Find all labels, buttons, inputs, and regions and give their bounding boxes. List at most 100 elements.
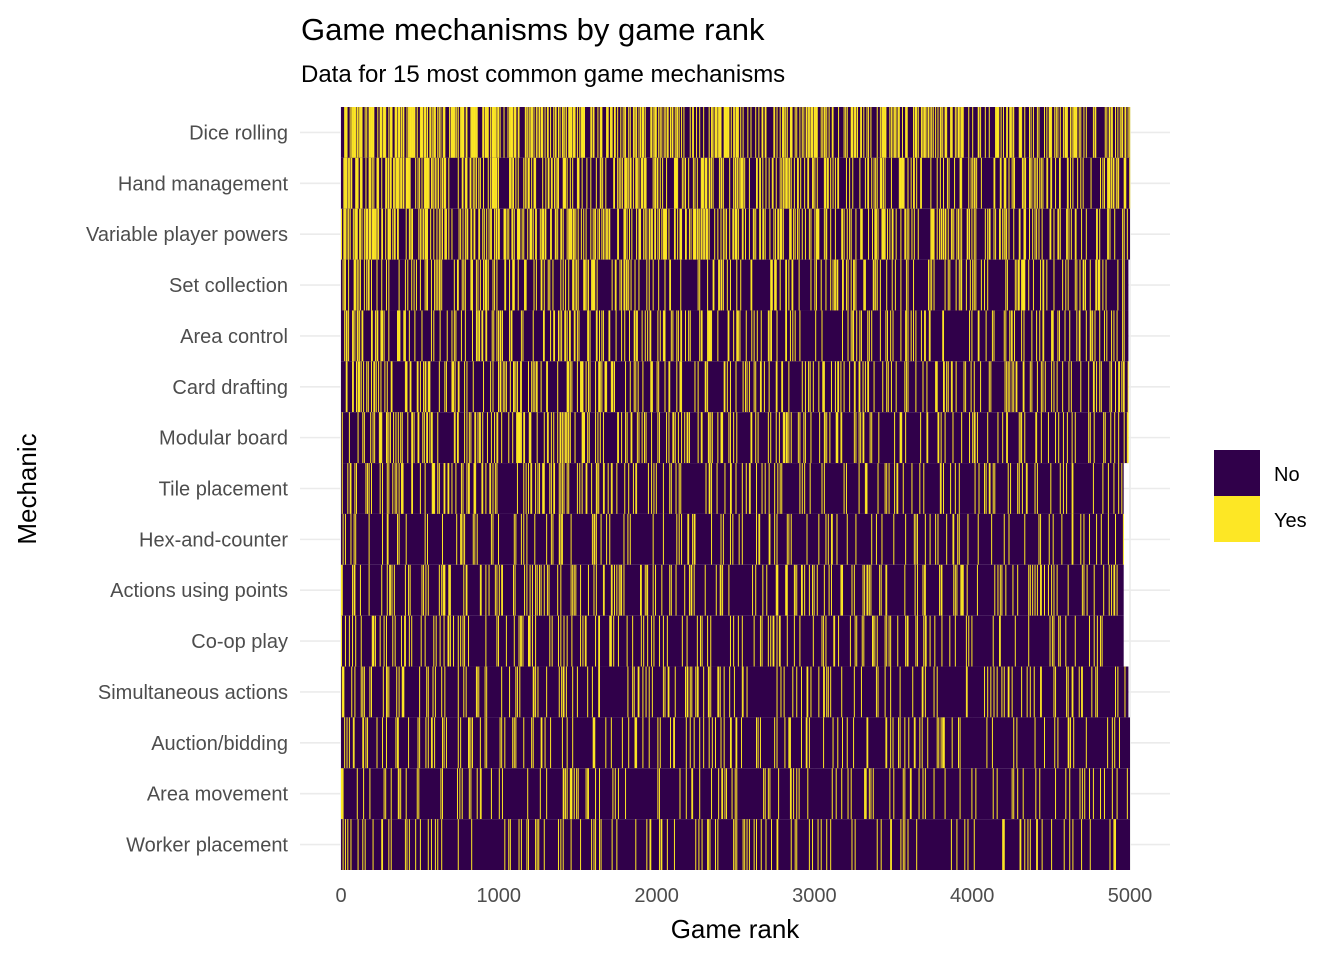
tile-yes: [1054, 107, 1056, 158]
tile-yes: [736, 768, 738, 820]
tile-yes: [580, 107, 582, 158]
tile-yes: [890, 819, 892, 870]
tile-yes: [471, 310, 473, 362]
tile-yes: [816, 157, 818, 209]
tile-yes: [1123, 259, 1125, 311]
tile-yes: [778, 768, 780, 820]
tile-yes: [960, 259, 962, 311]
tile-yes: [872, 259, 874, 311]
tile-yes: [409, 107, 411, 158]
tile-yes: [1013, 157, 1015, 209]
tile-yes: [662, 463, 664, 514]
tile-yes: [1078, 666, 1080, 718]
tile-yes: [677, 412, 679, 464]
tile-yes: [951, 361, 953, 413]
tile-yes: [898, 107, 900, 158]
tile-yes: [544, 717, 546, 769]
tile-yes: [862, 564, 864, 616]
tile-yes: [876, 107, 878, 158]
tile-yes: [812, 157, 814, 209]
tile-yes: [796, 107, 798, 158]
tile-yes: [482, 107, 484, 158]
tile-yes: [610, 717, 612, 769]
tile-yes: [481, 463, 483, 514]
tile-yes: [720, 157, 722, 209]
tile-yes: [485, 107, 487, 158]
tile-yes: [950, 107, 952, 158]
tile-yes: [580, 208, 582, 260]
tile-yes: [823, 208, 825, 260]
tile-yes: [491, 107, 493, 158]
tile-yes: [677, 157, 679, 209]
tile-yes: [809, 463, 811, 514]
tile-yes: [973, 157, 975, 209]
tile-yes: [649, 819, 651, 870]
tile-yes: [905, 361, 907, 413]
tile-yes: [1095, 666, 1097, 718]
tile-yes: [733, 819, 735, 870]
tile-yes: [465, 157, 467, 209]
tile-yes: [699, 208, 701, 260]
tile-yes: [1035, 412, 1037, 464]
tile-yes: [402, 463, 404, 514]
tile-yes: [1082, 259, 1084, 311]
tile-yes: [571, 361, 573, 413]
tile-yes: [826, 412, 828, 464]
tile-yes: [341, 666, 343, 718]
tile-yes: [644, 157, 646, 209]
tile-yes: [943, 310, 945, 362]
tile-yes: [882, 208, 884, 260]
tile-yes: [606, 107, 608, 158]
tile-yes: [537, 463, 539, 514]
tile-yes: [705, 463, 707, 514]
tile-yes: [717, 412, 719, 464]
tile-yes: [820, 259, 822, 311]
tile-yes: [498, 310, 500, 362]
tile-yes: [853, 107, 855, 158]
tile-yes: [735, 157, 737, 209]
tile-yes: [693, 717, 695, 769]
tile-yes: [341, 564, 342, 616]
tile-yes: [606, 208, 608, 260]
tile-yes: [549, 259, 551, 311]
tile-yes: [427, 513, 429, 565]
tile-yes: [462, 513, 464, 565]
tile-yes: [451, 361, 453, 413]
tile-yes: [1009, 361, 1011, 413]
tile-yes: [896, 463, 898, 514]
tile-yes: [423, 361, 425, 413]
tile-yes: [901, 412, 903, 464]
tile-yes: [572, 666, 574, 718]
tile-yes: [385, 768, 387, 820]
tile-yes: [498, 208, 500, 260]
tile-yes: [690, 208, 692, 260]
tile-yes: [860, 310, 862, 362]
tile-yes: [846, 717, 848, 769]
tile-yes: [1011, 768, 1013, 820]
tile-yes: [882, 107, 884, 158]
tile-yes: [515, 157, 517, 209]
tile-yes: [1004, 361, 1006, 413]
tile-yes: [531, 615, 533, 667]
tile-yes: [574, 310, 576, 362]
tile-yes: [937, 412, 939, 464]
tile-yes: [1127, 107, 1129, 158]
tile-yes: [791, 107, 793, 158]
tile-yes: [441, 819, 443, 870]
tile-yes: [681, 208, 683, 260]
tile-yes: [724, 361, 726, 413]
tile-yes: [777, 208, 779, 260]
tile-yes: [885, 717, 887, 769]
tile-yes: [811, 107, 813, 158]
tile-yes: [939, 564, 941, 616]
tile-yes: [969, 412, 971, 464]
tile-yes: [362, 412, 364, 464]
tile-yes: [675, 564, 677, 616]
tile-yes: [1022, 361, 1024, 413]
tile-yes: [497, 107, 499, 158]
tile-yes: [398, 157, 400, 209]
tile-yes: [431, 717, 433, 769]
tile-yes: [568, 208, 570, 260]
tile-yes: [551, 615, 553, 667]
tile-yes: [609, 310, 611, 362]
